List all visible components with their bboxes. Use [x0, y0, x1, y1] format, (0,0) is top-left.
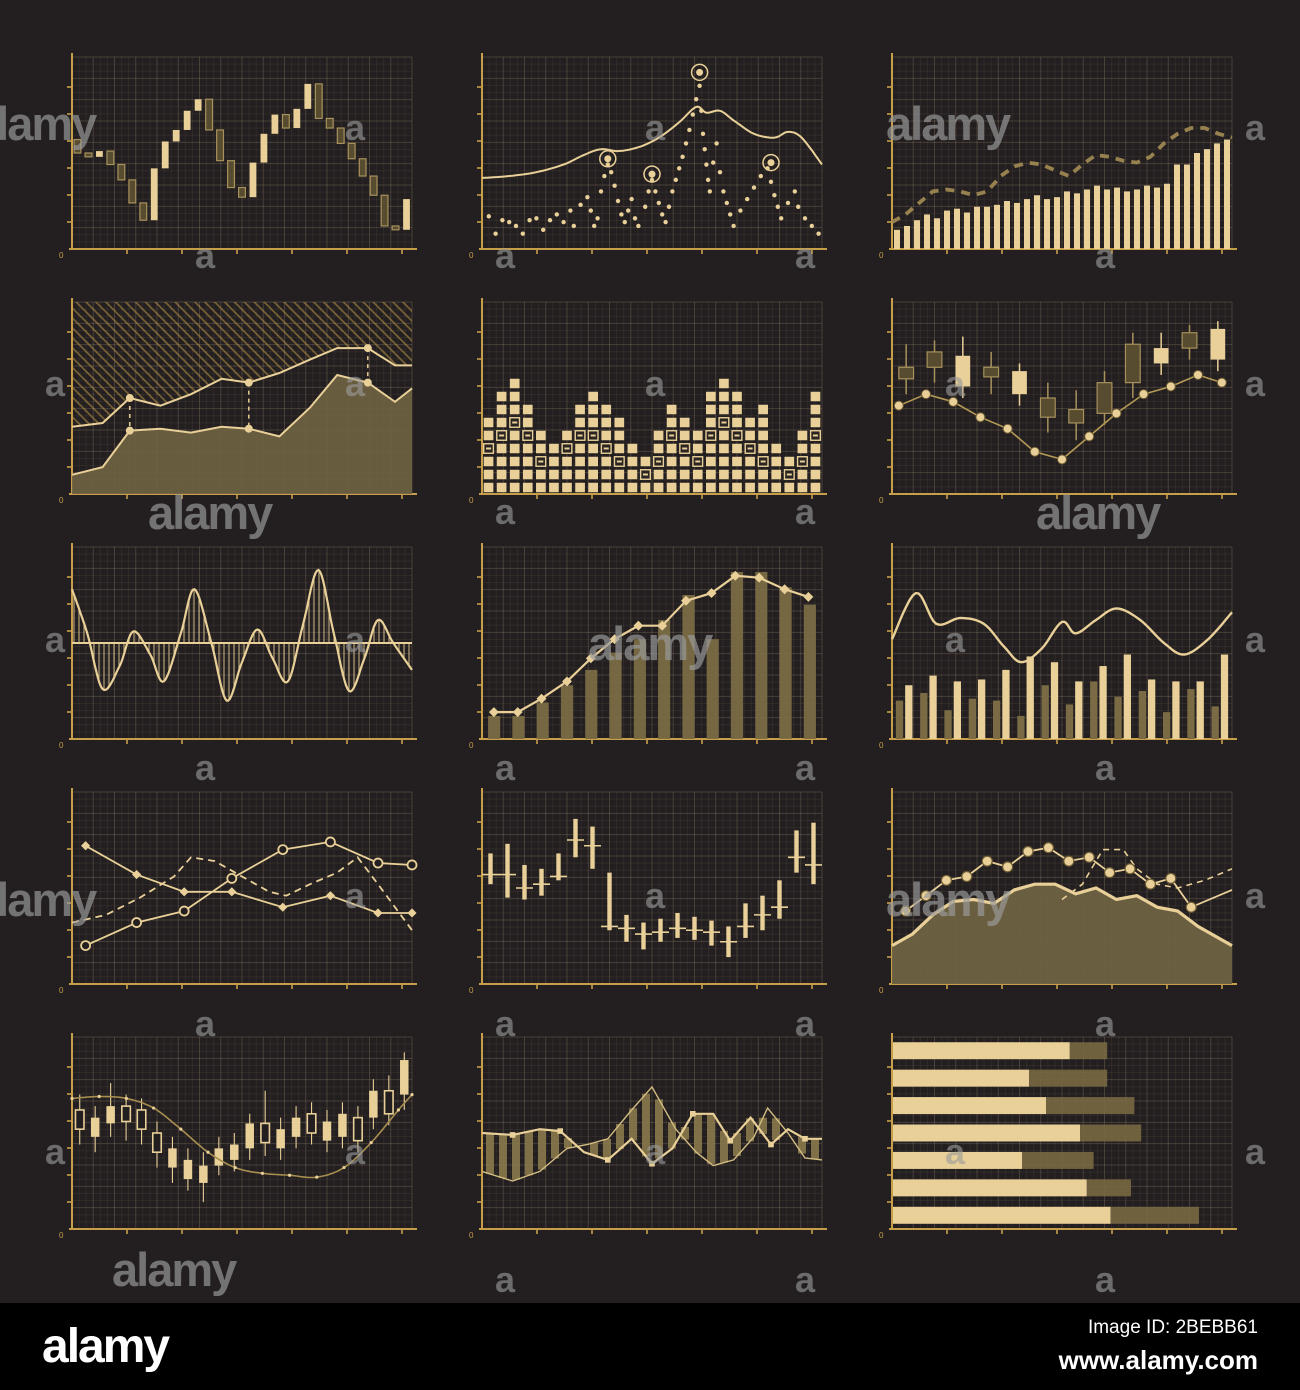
svg-text:0: 0 — [59, 1231, 64, 1240]
chart-candles-moving-average: 0 — [56, 1031, 418, 1243]
chart-oscillator-wave: 0 — [56, 541, 418, 753]
chart-growth-bars-diamond-line: 0 — [466, 541, 828, 753]
chart-scatter-with-trend: 0 — [466, 51, 828, 263]
chart-svg-three-series-lines: 0 — [59, 788, 418, 995]
chart-candles-with-marker-line: 0 — [876, 296, 1238, 508]
chart-svg-horizontal-stacked-bars: 0 — [879, 1033, 1237, 1240]
chart-area-with-marker-lines: 0 — [876, 786, 1238, 998]
image-id-text: Image ID: 2BEBB61 — [1087, 1317, 1258, 1338]
chart-ascending-bars-dashed-line: 0 — [876, 51, 1238, 263]
alamy-logo: alamy — [42, 1320, 170, 1373]
alamy-url-text: www.alamy.com — [1058, 1345, 1258, 1375]
chart-svg-grouped-bars-curve: 0 — [879, 543, 1237, 750]
chart-svg-candles-with-marker-line: 0 — [879, 298, 1237, 505]
svg-text:0: 0 — [469, 986, 474, 995]
chart-svg-layered-area-hatched: 0 — [59, 298, 417, 505]
chart-horizontal-stacked-bars: 0 — [876, 1031, 1238, 1243]
svg-text:0: 0 — [879, 251, 884, 260]
footer-bar: alamy Image ID: 2BEBB61 www.alamy.com — [0, 1303, 1300, 1390]
chart-candlestick-body-bars: 0 — [56, 51, 418, 263]
svg-text:0: 0 — [879, 741, 884, 750]
svg-text:0: 0 — [469, 741, 474, 750]
footer-meta: Image ID: 2BEBB61 www.alamy.com — [1059, 1317, 1258, 1376]
chart-three-series-lines: 0 — [56, 786, 418, 998]
chart-svg-ohlc-valley: 0 — [469, 788, 827, 995]
chart-svg-ascending-bars-dashed-line: 0 — [879, 53, 1237, 260]
chart-grouped-bars-curve: 0 — [876, 541, 1238, 753]
chart-svg-candles-moving-average: 0 — [59, 1033, 417, 1240]
svg-text:0: 0 — [469, 251, 474, 260]
svg-text:0: 0 — [469, 1231, 474, 1240]
svg-text:0: 0 — [469, 496, 474, 505]
chart-svg-scatter-with-trend: 0 — [469, 53, 827, 260]
svg-text:0: 0 — [59, 251, 64, 260]
chart-svg-equalizer-blocks: 0 — [469, 298, 827, 505]
chart-svg-growth-bars-diamond-line: 0 — [469, 543, 827, 750]
chart-layered-area-hatched: 0 — [56, 296, 418, 508]
svg-text:0: 0 — [59, 986, 64, 995]
svg-text:0: 0 — [59, 741, 64, 750]
svg-text:0: 0 — [879, 1231, 884, 1240]
chart-svg-candlestick-body-bars: 0 — [59, 53, 417, 260]
svg-text:0: 0 — [879, 986, 884, 995]
chart-svg-area-with-marker-lines: 0 — [879, 788, 1237, 995]
chart-crossing-lines-bands: 0 — [466, 1031, 828, 1243]
chart-svg-crossing-lines-bands: 0 — [469, 1033, 827, 1240]
svg-text:0: 0 — [879, 496, 884, 505]
chart-equalizer-blocks: 0 — [466, 296, 828, 508]
chart-ohlc-valley: 0 — [466, 786, 828, 998]
svg-text:0: 0 — [59, 496, 64, 505]
chart-svg-oscillator-wave: 0 — [59, 543, 417, 750]
